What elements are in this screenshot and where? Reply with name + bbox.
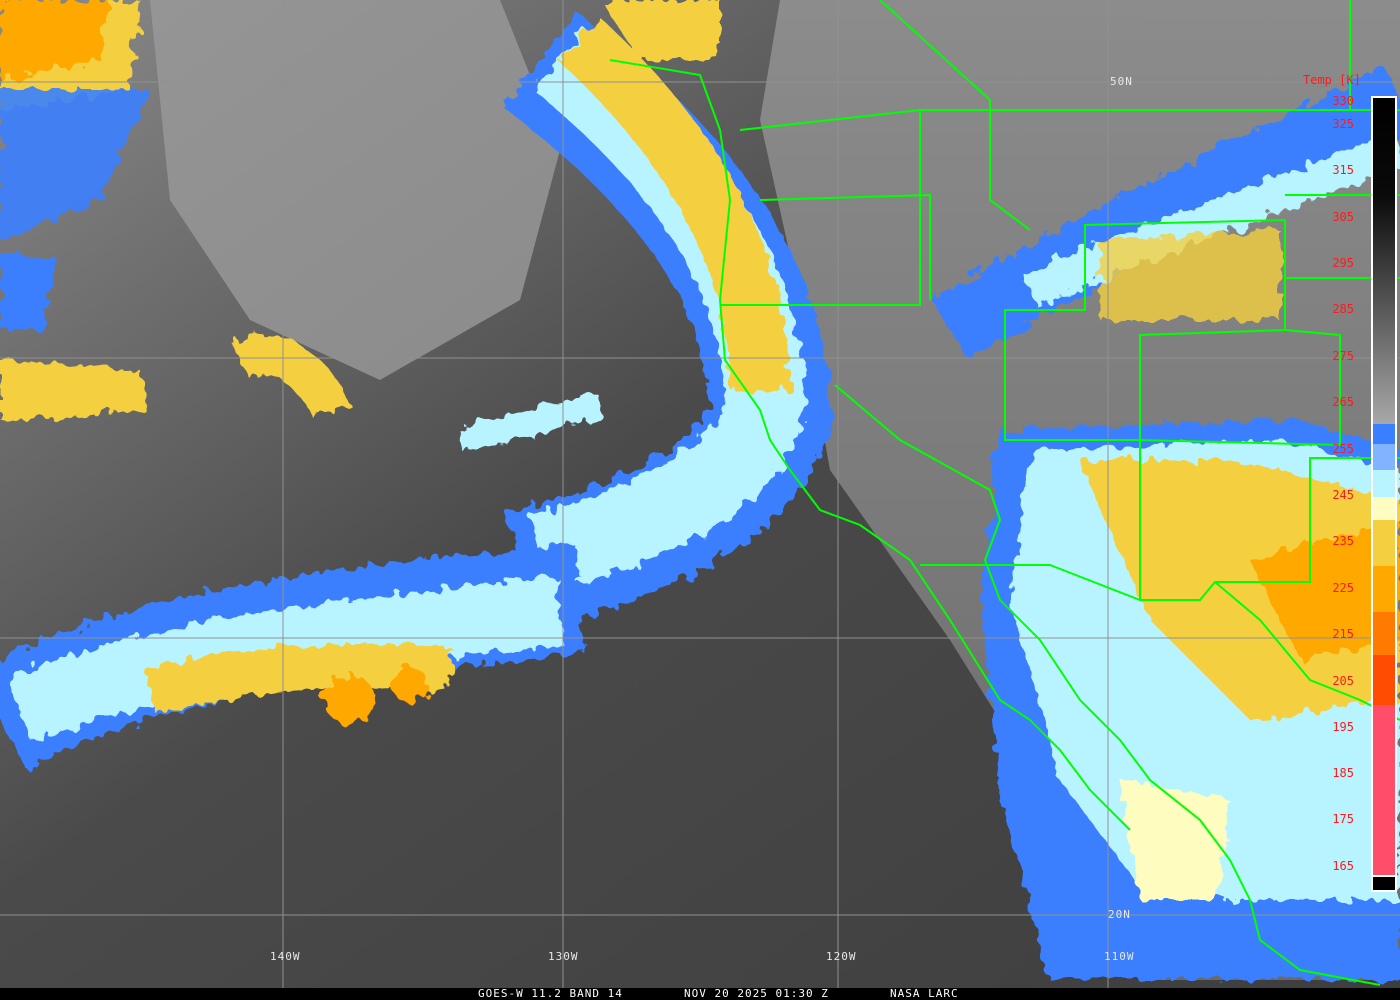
coastline-and-borders bbox=[609, 0, 1400, 986]
colorbar-tick-label: 205 bbox=[1332, 674, 1354, 688]
lon-label-140w: 140W bbox=[270, 950, 301, 963]
colorbar-tick-label: 325 bbox=[1332, 117, 1354, 131]
credit-label: NASA LARC bbox=[890, 987, 959, 1000]
colorbar-tick-label: 245 bbox=[1332, 488, 1354, 502]
colorbar-tick-label: 175 bbox=[1332, 812, 1354, 826]
footer-bar: GOES-W 11.2 BAND 14 NOV 20 2025 01:30 Z … bbox=[0, 988, 1400, 1000]
colorbar-tick-label: 265 bbox=[1332, 395, 1354, 409]
lon-label-110w: 110W bbox=[1104, 950, 1135, 963]
datetime-label: NOV 20 2025 01:30 Z bbox=[684, 987, 829, 1000]
lon-label-120w: 120W bbox=[826, 950, 857, 963]
colorbar-tick-label: 165 bbox=[1332, 859, 1354, 873]
colorbar-tick-label: 185 bbox=[1332, 766, 1354, 780]
colorbar-tick-label: 275 bbox=[1332, 349, 1354, 363]
lat-label-20n: 20N bbox=[1108, 908, 1131, 921]
satellite-band-label: GOES-W 11.2 BAND 14 bbox=[478, 987, 623, 1000]
colorbar-tick-label: 315 bbox=[1332, 163, 1354, 177]
colorbar bbox=[1371, 96, 1397, 892]
colorbar-tick-label: 195 bbox=[1332, 720, 1354, 734]
colorbar-tick-label: 215 bbox=[1332, 627, 1354, 641]
colorbar-tick-label: 255 bbox=[1332, 442, 1354, 456]
colorbar-tick-label: 235 bbox=[1332, 534, 1354, 548]
colorbar-tick-label: 225 bbox=[1332, 581, 1354, 595]
lon-label-130w: 130W bbox=[548, 950, 579, 963]
colorbar-tick-label: 330 bbox=[1332, 94, 1354, 108]
colorbar-tick-label: 285 bbox=[1332, 302, 1354, 316]
colorbar-title: Temp [K] bbox=[1303, 73, 1361, 87]
gray-cloud-mass bbox=[150, 0, 560, 380]
colorbar-tick-label: 295 bbox=[1332, 256, 1354, 270]
colorbar-tick-label: 305 bbox=[1332, 210, 1354, 224]
lat-label-50n: 50N bbox=[1110, 75, 1133, 88]
